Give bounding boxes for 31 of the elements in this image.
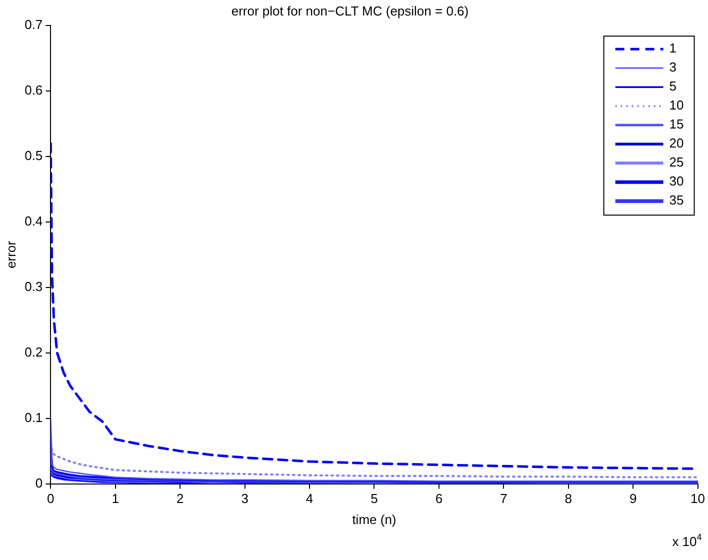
legend-label: 1 (669, 40, 677, 56)
x-tick-label: 3 (241, 491, 248, 506)
x-tick-label: 8 (564, 491, 572, 506)
y-tick-label: 0.1 (24, 410, 43, 425)
legend-label: 25 (669, 154, 684, 170)
x-tick-label: 6 (435, 491, 443, 506)
y-tick-label: 0.4 (24, 214, 43, 229)
y-tick-label: 0.6 (24, 82, 43, 98)
legend-label: 30 (669, 174, 684, 189)
legend-label: 15 (669, 116, 684, 132)
legend-label: 3 (669, 60, 677, 75)
y-tick-label: 0 (35, 475, 43, 490)
legend-label: 35 (669, 192, 684, 208)
y-axis-title: error (3, 240, 18, 268)
chart-title: error plot for non−CLT MC (epsilon = 0.6) (231, 3, 469, 18)
x-tick-label: 10 (690, 491, 706, 506)
x-tick-label: 5 (370, 491, 378, 506)
y-tick-label: 0.3 (24, 279, 43, 294)
x-tick-label: 4 (306, 491, 314, 506)
x-tick-label: 0 (47, 491, 54, 506)
legend-label: 10 (669, 98, 684, 113)
x-tick-label: 1 (112, 491, 119, 506)
x-tick-label: 2 (176, 491, 184, 506)
x-axis-title: time (n) (352, 512, 396, 527)
x-tick-label: 9 (629, 491, 637, 506)
x-tick-label: 7 (500, 491, 508, 506)
legend-label: 5 (669, 78, 677, 94)
y-tick-label: 0.5 (24, 148, 43, 164)
y-tick-label: 0.7 (24, 17, 43, 32)
y-tick-label: 0.2 (24, 344, 43, 360)
legend-label: 20 (669, 136, 684, 151)
